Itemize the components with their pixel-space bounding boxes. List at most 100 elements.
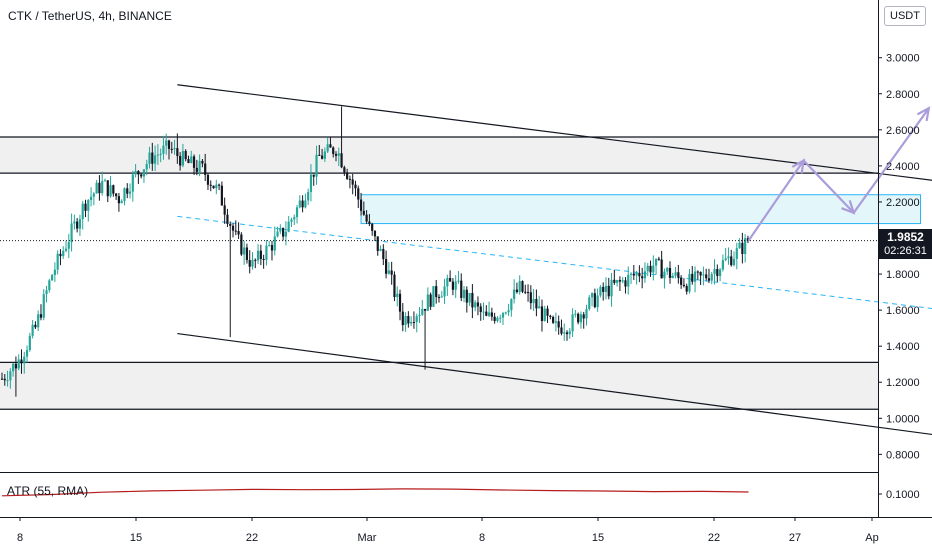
candle-body [215, 184, 218, 189]
candle-body [693, 271, 697, 282]
atr-indicator-label[interactable]: ATR (55, RMA) [7, 484, 89, 498]
candle-body [151, 152, 154, 164]
candle-body [137, 170, 140, 175]
candle-body [226, 214, 229, 224]
candle-body [165, 140, 168, 146]
candle-body [682, 284, 686, 286]
candle-body [270, 245, 274, 251]
candle-countdown: 02:26:31 [884, 245, 927, 257]
candle-body [287, 221, 290, 232]
candle-body [346, 172, 349, 179]
candle-body [702, 274, 705, 276]
candle-body [234, 230, 237, 232]
candle-body [109, 185, 112, 197]
candle-body [198, 160, 201, 172]
candle-body [449, 277, 452, 282]
symbol-title: CTK / TetherUS, 4h, BINANCE [8, 9, 172, 23]
candle-body [20, 359, 23, 364]
candle-body [674, 272, 677, 276]
candle-body [115, 193, 118, 197]
candle-body [407, 316, 410, 324]
y-tick-label: 1.2000 [886, 377, 920, 389]
candle-body [688, 273, 691, 292]
candle-body [240, 234, 243, 255]
y-tick-label: 1.0000 [886, 413, 920, 425]
candle-body [513, 289, 516, 300]
candle-body [243, 247, 246, 255]
candle-body [320, 155, 324, 159]
candle-body [435, 286, 438, 298]
candle-body [56, 253, 59, 270]
x-tick-label: Mar [358, 532, 377, 544]
candle-body [590, 293, 594, 298]
candle-body [268, 245, 271, 247]
candle-body [387, 270, 390, 274]
candle-body [465, 289, 468, 303]
candle-body [293, 217, 296, 220]
candle-body [218, 184, 221, 186]
x-tick-label: 22 [708, 532, 720, 544]
atr-y-tick-label: 0.1000 [886, 489, 920, 501]
candle-body [167, 140, 171, 149]
candle-body [81, 203, 84, 220]
candle-body [39, 314, 43, 318]
candle-body [685, 285, 688, 292]
candle-body [184, 151, 187, 160]
candle-body [365, 214, 368, 222]
candle-body [276, 231, 279, 237]
candle-body [117, 196, 120, 204]
candle-body [315, 154, 318, 177]
candle-body [532, 298, 535, 304]
candle-body [282, 227, 285, 237]
candle-body [0, 378, 4, 380]
candle-body [128, 191, 132, 194]
candle-body [323, 151, 326, 159]
candle-body [51, 274, 54, 281]
candle-body [571, 314, 574, 332]
candle-body [549, 315, 552, 317]
candle-body [134, 170, 137, 175]
candle-body [337, 153, 340, 156]
candle-body [373, 230, 377, 237]
candle-body [12, 363, 15, 372]
candle-body [499, 317, 502, 319]
candle-body [412, 322, 416, 324]
candle-body [426, 294, 429, 311]
channel-lower-line [177, 332, 932, 436]
candle-body [574, 313, 577, 315]
candle-body [148, 152, 151, 164]
candle-body [259, 250, 262, 259]
candle-body [554, 321, 557, 323]
candle-body [145, 163, 148, 170]
candle-body [680, 277, 683, 285]
candle-body [126, 188, 129, 194]
candle-body [635, 272, 638, 276]
candle-body [616, 279, 619, 283]
candle-body [744, 238, 747, 255]
candle-body [741, 242, 744, 255]
candle-body [524, 291, 527, 293]
candle-body [376, 236, 379, 251]
candle-body [326, 144, 329, 152]
candle-body [493, 316, 496, 321]
candle-body [604, 285, 608, 292]
candle-body [710, 274, 713, 281]
candle-body [142, 169, 146, 177]
candle-body [501, 313, 505, 318]
candle-body [351, 179, 354, 185]
candle-body [404, 316, 407, 326]
candle-body [6, 380, 9, 382]
candle-body [251, 259, 254, 267]
candle-body [17, 359, 20, 369]
candle-body [340, 153, 343, 168]
candle-body [599, 286, 602, 296]
candle-body [490, 312, 493, 317]
candle-body [357, 188, 360, 200]
last-price-value: 1.9852 [887, 230, 924, 244]
candle-body [471, 292, 474, 308]
candle-body [440, 296, 443, 298]
currency-selector-button[interactable]: USDT [884, 6, 926, 26]
candle-body [334, 153, 338, 156]
candle-body [582, 314, 585, 319]
